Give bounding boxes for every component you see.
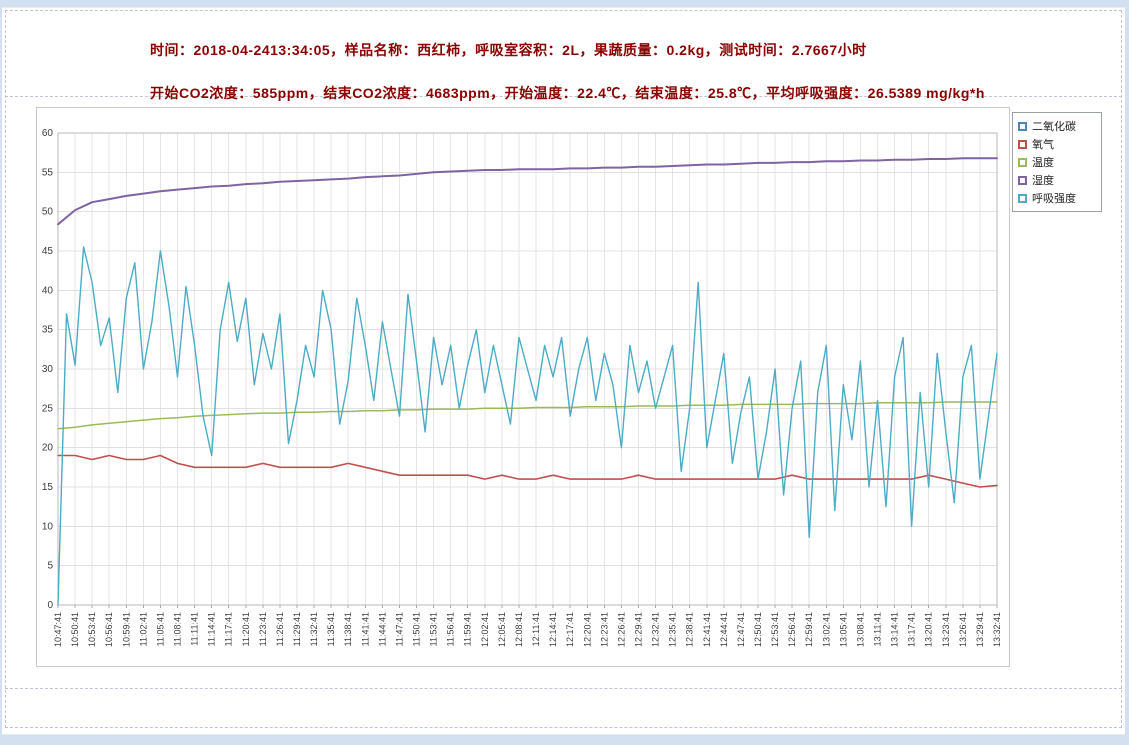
report-header-separator [5, 96, 1122, 97]
report-page-outline [5, 10, 1122, 728]
svg-text:13:32:41: 13:32:41 [992, 612, 1002, 647]
svg-text:12:02:41: 12:02:41 [480, 612, 490, 647]
svg-text:10:50:41: 10:50:41 [70, 612, 80, 647]
svg-text:12:53:41: 12:53:41 [770, 612, 780, 647]
svg-text:13:14:41: 13:14:41 [890, 612, 900, 647]
svg-text:13:02:41: 13:02:41 [821, 612, 831, 647]
svg-text:11:38:41: 11:38:41 [343, 612, 353, 646]
svg-text:12:35:41: 12:35:41 [668, 612, 678, 647]
svg-text:10:53:41: 10:53:41 [87, 612, 97, 647]
legend-swatch-icon [1018, 139, 1027, 149]
svg-text:13:17:41: 13:17:41 [907, 612, 917, 647]
chart-canvas: 10:47:41 10:50:41 10:53:41 10:56:41 10:59:41… [42, 128, 1002, 647]
report-info-line-1: 时间：2018-04-2413:34:05，样品名称：西红柿，呼吸室容积：2L，… [150, 42, 867, 58]
svg-text:11:20:41: 11:20:41 [241, 612, 251, 646]
report-header: 时间：2018-04-2413:34:05，样品名称：西红柿，呼吸室容积：2L，… [150, 40, 985, 126]
svg-text:11:14:41: 11:14:41 [207, 612, 217, 646]
svg-text:13:11:41: 13:11:41 [872, 612, 882, 646]
svg-text:12:23:41: 12:23:41 [599, 612, 609, 647]
svg-text:35: 35 [42, 325, 54, 336]
svg-text:11:56:41: 11:56:41 [446, 612, 456, 646]
svg-text:12:41:41: 12:41:41 [702, 612, 712, 647]
svg-text:12:14:41: 12:14:41 [548, 612, 558, 647]
svg-text:10: 10 [42, 521, 54, 532]
svg-text:12:56:41: 12:56:41 [787, 612, 797, 647]
svg-text:15: 15 [42, 482, 54, 493]
svg-text:11:02:41: 11:02:41 [138, 612, 148, 646]
svg-text:13:08:41: 13:08:41 [855, 612, 865, 647]
legend-item: 温度 [1018, 153, 1096, 171]
svg-text:55: 55 [42, 167, 54, 178]
svg-text:12:44:41: 12:44:41 [719, 612, 729, 647]
legend-label: 二氧化碳 [1032, 121, 1076, 133]
svg-text:11:08:41: 11:08:41 [173, 612, 183, 646]
report-footer-separator [5, 688, 1122, 689]
legend-swatch-icon [1018, 157, 1027, 167]
svg-text:11:53:41: 11:53:41 [429, 612, 439, 646]
svg-text:11:23:41: 11:23:41 [258, 612, 268, 646]
svg-text:10:56:41: 10:56:41 [104, 612, 114, 647]
svg-text:13:29:41: 13:29:41 [975, 612, 985, 647]
svg-text:11:32:41: 11:32:41 [309, 612, 319, 646]
svg-text:60: 60 [42, 128, 54, 139]
legend-swatch-icon [1018, 121, 1027, 131]
legend-item: 二氧化碳 [1018, 117, 1096, 135]
svg-text:12:38:41: 12:38:41 [685, 612, 695, 647]
svg-text:10:59:41: 10:59:41 [121, 612, 131, 647]
svg-text:12:59:41: 12:59:41 [804, 612, 814, 647]
svg-text:12:47:41: 12:47:41 [736, 612, 746, 647]
window-bottom-border [0, 734, 1129, 745]
svg-text:13:26:41: 13:26:41 [958, 612, 968, 647]
svg-text:30: 30 [42, 364, 54, 375]
svg-text:11:29:41: 11:29:41 [292, 612, 302, 646]
svg-text:11:35:41: 11:35:41 [326, 612, 336, 646]
svg-text:12:11:41: 12:11:41 [531, 612, 541, 646]
svg-text:11:17:41: 11:17:41 [224, 612, 234, 646]
svg-text:45: 45 [42, 246, 54, 257]
svg-text:12:50:41: 12:50:41 [753, 612, 763, 647]
svg-text:12:17:41: 12:17:41 [565, 612, 575, 647]
svg-text:12:32:41: 12:32:41 [651, 612, 661, 647]
legend-label: 温度 [1032, 157, 1054, 169]
legend-item: 氧气 [1018, 135, 1096, 153]
svg-text:0: 0 [47, 600, 53, 611]
svg-text:5: 5 [47, 561, 53, 572]
report-info-line-2: 开始CO2浓度：585ppm，结束CO2浓度：4683ppm，开始温度：22.4… [150, 85, 985, 101]
window-right-border [1125, 0, 1129, 745]
chart-area: 10:47:41 10:50:41 10:53:41 10:56:41 10:59:41… [36, 107, 1010, 667]
svg-text:12:08:41: 12:08:41 [514, 612, 524, 647]
legend-label: 呼吸强度 [1032, 193, 1076, 205]
svg-text:13:20:41: 13:20:41 [924, 612, 934, 647]
svg-text:11:47:41: 11:47:41 [394, 612, 404, 646]
legend-label: 氧气 [1032, 139, 1054, 151]
svg-text:25: 25 [42, 403, 54, 414]
legend-swatch-icon [1018, 175, 1027, 185]
svg-text:40: 40 [42, 285, 54, 296]
svg-text:11:44:41: 11:44:41 [377, 612, 387, 646]
chart-legend: 二氧化碳氧气温度湿度呼吸强度 [1012, 112, 1102, 212]
legend-label: 湿度 [1032, 175, 1054, 187]
window-top-border [0, 0, 1129, 8]
svg-text:13:05:41: 13:05:41 [838, 612, 848, 647]
svg-text:11:11:41: 11:11:41 [190, 612, 200, 646]
legend-swatch-icon [1018, 193, 1027, 203]
svg-text:12:20:41: 12:20:41 [582, 612, 592, 647]
svg-text:11:50:41: 11:50:41 [412, 612, 422, 646]
svg-text:11:26:41: 11:26:41 [275, 612, 285, 646]
svg-text:12:29:41: 12:29:41 [633, 612, 643, 647]
legend-item: 湿度 [1018, 171, 1096, 189]
window-left-border [0, 0, 2, 745]
svg-text:10:47:41: 10:47:41 [53, 612, 63, 647]
svg-text:13:23:41: 13:23:41 [941, 612, 951, 647]
svg-text:11:41:41: 11:41:41 [360, 612, 370, 646]
svg-text:12:26:41: 12:26:41 [616, 612, 626, 647]
legend-item: 呼吸强度 [1018, 189, 1096, 207]
svg-text:50: 50 [42, 207, 54, 218]
svg-text:11:05:41: 11:05:41 [155, 612, 165, 646]
svg-text:11:59:41: 11:59:41 [463, 612, 473, 646]
svg-text:20: 20 [42, 443, 54, 454]
svg-text:12:05:41: 12:05:41 [497, 612, 507, 647]
